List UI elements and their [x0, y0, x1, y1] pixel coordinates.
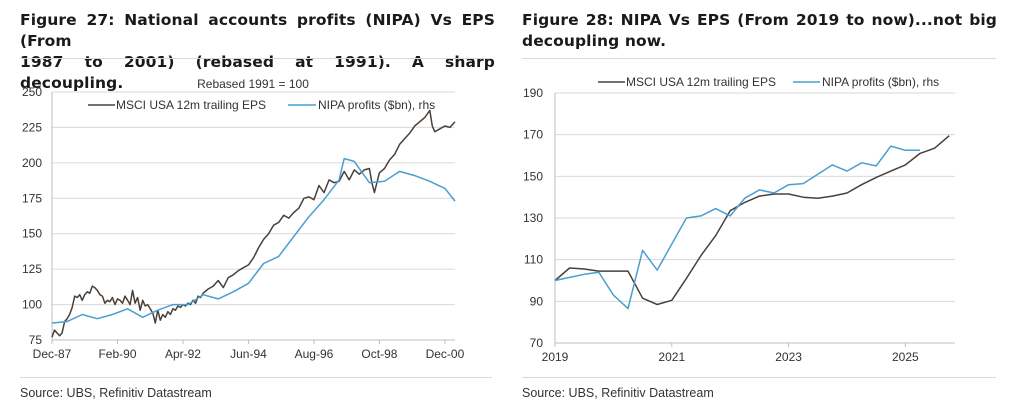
figure-28-x-axis: 2019 2021 2023 2025 — [542, 342, 955, 364]
figure-27-series — [51, 109, 456, 338]
y-tick-label: 200 — [22, 156, 42, 170]
figure-28-y-axis: 70 90 110 130 150 170 190 — [523, 86, 556, 350]
figure-28-title: Figure 28: NIPA Vs EPS (From 2019 to now… — [522, 10, 997, 52]
figure-28-title-line1: Figure 28: NIPA Vs EPS (From 2019 to now… — [522, 11, 997, 29]
figure-28-source: Source: UBS, Refinitiv Datastream — [522, 386, 714, 400]
y-tick-label: 130 — [523, 211, 543, 225]
figure-28-series — [554, 135, 950, 310]
y-tick-label: 150 — [22, 227, 42, 241]
x-tick-label: Oct-98 — [361, 347, 397, 361]
y-tick-label: 75 — [29, 333, 43, 347]
figure-28-legend: MSCI USA 12m trailing EPS NIPA profits (… — [598, 75, 939, 89]
x-tick-label: 2019 — [542, 350, 569, 364]
legend-eps-label: MSCI USA 12m trailing EPS — [116, 98, 266, 112]
figure-27-y-axis: 75 100 125 150 175 200 225 250 — [22, 85, 53, 347]
x-tick-label: Apr-92 — [165, 347, 201, 361]
x-tick-label: 2025 — [892, 350, 919, 364]
y-tick-label: 175 — [22, 191, 42, 205]
y-tick-label: 190 — [523, 86, 543, 100]
legend-nipa-label: NIPA profits ($bn), rhs — [822, 75, 939, 89]
y-tick-label: 125 — [22, 262, 42, 276]
figure-28-chart: 2019 2021 2023 2025 70 90 110 130 150 170 190 MSC… — [523, 75, 955, 364]
figure-28-title-line2: decoupling now. — [522, 32, 667, 50]
figure-27-legend: MSCI USA 12m trailing EPS NIPA profits (… — [88, 98, 435, 112]
nipa-series-line — [51, 157, 456, 324]
figure-27-title: Figure 27: National accounts profits (NI… — [20, 10, 495, 94]
figure-27-title-line2: 1987 to 2001) (rebased at 1991). A sharp… — [20, 53, 495, 92]
x-tick-label: Jun-94 — [230, 347, 267, 361]
figure-28-source-rule — [522, 377, 996, 378]
x-tick-label: Dec-87 — [33, 347, 72, 361]
y-tick-label: 70 — [530, 336, 544, 350]
figure-27-gridlines — [52, 91, 455, 306]
legend-nipa-label: NIPA profits ($bn), rhs — [318, 98, 435, 112]
y-tick-label: 225 — [22, 120, 42, 134]
figure-28-title-rule — [522, 58, 996, 59]
figure-28-gridlines — [555, 92, 955, 302]
x-tick-label: Feb-90 — [98, 347, 136, 361]
eps-series-line — [554, 135, 950, 306]
y-tick-label: 100 — [22, 298, 42, 312]
figure-27-chart: Dec-87 Feb-90 Apr-92 Jun-94 Aug-96 Oct-98 Dec-… — [22, 77, 465, 361]
x-tick-label: 2023 — [775, 350, 802, 364]
figure-27-x-axis: Dec-87 Feb-90 Apr-92 Jun-94 Aug-96 Oct-98 Dec-… — [33, 339, 465, 361]
legend-eps-label: MSCI USA 12m trailing EPS — [626, 75, 776, 89]
x-tick-label: 2021 — [658, 350, 685, 364]
y-tick-label: 90 — [530, 294, 544, 308]
figure-27-source-rule — [20, 377, 492, 378]
figure-28-panel: Figure 28: NIPA Vs EPS (From 2019 to now… — [512, 0, 1024, 414]
figure-27-panel: Figure 27: National accounts profits (NI… — [20, 10, 495, 400]
y-tick-label: 250 — [22, 85, 42, 99]
x-tick-label: Aug-96 — [295, 347, 334, 361]
x-tick-label: Dec-00 — [426, 347, 465, 361]
figure-27-title-line1: Figure 27: National accounts profits (NI… — [20, 11, 495, 50]
figure-27-subtitle: Rebased 1991 = 100 — [197, 77, 309, 91]
y-tick-label: 170 — [523, 128, 543, 142]
nipa-series-line — [554, 145, 920, 310]
eps-series-line — [51, 109, 456, 338]
y-tick-label: 110 — [524, 253, 543, 267]
y-tick-label: 150 — [523, 169, 543, 183]
figure-27-source: Source: UBS, Refinitiv Datastream — [20, 386, 212, 400]
figure-27-title-rule — [20, 58, 492, 59]
